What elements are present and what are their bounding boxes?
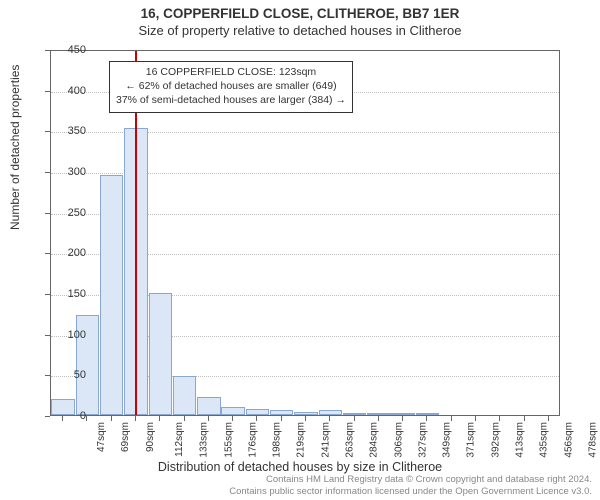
x-tick-mark	[451, 416, 452, 421]
histogram-bar	[221, 407, 244, 415]
x-tick-mark	[111, 416, 112, 421]
y-tick-label: 200	[46, 247, 86, 259]
x-tick-label: 176sqm	[247, 422, 258, 458]
x-tick-mark	[135, 416, 136, 421]
x-tick-label: 198sqm	[272, 422, 283, 458]
x-tick-label: 327sqm	[417, 422, 428, 458]
y-tick-label: 450	[46, 44, 86, 56]
chart-title-main: 16, COPPERFIELD CLOSE, CLITHEROE, BB7 1E…	[0, 6, 600, 21]
histogram-bar	[294, 412, 317, 415]
x-tick-mark	[305, 416, 306, 421]
x-tick-label: 306sqm	[393, 422, 404, 458]
x-tick-label: 371sqm	[466, 422, 477, 458]
y-tick-label: 300	[46, 166, 86, 178]
chart-title-block: 16, COPPERFIELD CLOSE, CLITHEROE, BB7 1E…	[0, 0, 600, 38]
histogram-bar	[270, 410, 293, 415]
x-tick-label: 241sqm	[320, 422, 331, 458]
footer-attribution: Contains HM Land Registry data © Crown c…	[229, 474, 592, 498]
footer-line-2: Contains public sector information licen…	[229, 486, 592, 498]
x-tick-mark	[208, 416, 209, 421]
x-tick-mark	[499, 416, 500, 421]
histogram-bar	[173, 376, 196, 415]
histogram-bar	[319, 410, 342, 415]
histogram-bar	[149, 293, 172, 415]
x-tick-label: 349sqm	[442, 422, 453, 458]
x-tick-label: 284sqm	[369, 422, 380, 458]
x-tick-label: 456sqm	[563, 422, 574, 458]
x-tick-label: 133sqm	[199, 422, 210, 458]
x-tick-label: 112sqm	[174, 422, 185, 457]
x-tick-label: 413sqm	[515, 422, 526, 458]
y-tick-label: 100	[46, 329, 86, 341]
histogram-bar	[197, 397, 220, 415]
annotation-box: 16 COPPERFIELD CLOSE: 123sqm← 62% of det…	[109, 61, 353, 113]
x-tick-label: 435sqm	[539, 422, 550, 458]
x-tick-label: 392sqm	[490, 422, 501, 458]
histogram-bar	[416, 413, 439, 415]
x-tick-label: 47sqm	[96, 422, 107, 452]
y-tick-label: 0	[46, 410, 86, 422]
x-tick-mark	[184, 416, 185, 421]
histogram-bar	[343, 413, 366, 415]
x-tick-mark	[256, 416, 257, 421]
x-tick-mark	[402, 416, 403, 421]
y-tick-label: 350	[46, 125, 86, 137]
x-axis-label: Distribution of detached houses by size …	[0, 460, 600, 474]
x-tick-label: 478sqm	[587, 422, 598, 458]
chart-area: 16 COPPERFIELD CLOSE: 123sqm← 62% of det…	[50, 50, 560, 416]
x-tick-label: 219sqm	[296, 422, 307, 458]
histogram-bar	[246, 409, 269, 416]
x-tick-mark	[329, 416, 330, 421]
y-tick-label: 400	[46, 85, 86, 97]
x-tick-mark	[524, 416, 525, 421]
x-tick-mark	[232, 416, 233, 421]
annotation-line-2: ← 62% of detached houses are smaller (64…	[116, 79, 346, 93]
histogram-bar	[367, 413, 390, 415]
chart-title-sub: Size of property relative to detached ho…	[0, 23, 600, 38]
x-tick-label: 90sqm	[145, 422, 156, 452]
histogram-bar	[100, 175, 123, 415]
footer-line-1: Contains HM Land Registry data © Crown c…	[229, 474, 592, 486]
x-tick-label: 263sqm	[345, 422, 356, 458]
histogram-bar	[391, 413, 414, 415]
y-axis-label: Number of detached properties	[8, 65, 22, 230]
x-tick-mark	[86, 416, 87, 421]
x-tick-mark	[426, 416, 427, 421]
x-tick-mark	[475, 416, 476, 421]
y-tick-label: 150	[46, 288, 86, 300]
x-tick-label: 155sqm	[223, 422, 234, 458]
y-tick-label: 50	[46, 369, 86, 381]
x-tick-label: 69sqm	[120, 422, 131, 452]
y-tick-label: 250	[46, 207, 86, 219]
plot-area: 16 COPPERFIELD CLOSE: 123sqm← 62% of det…	[50, 50, 560, 416]
annotation-line-1: 16 COPPERFIELD CLOSE: 123sqm	[116, 65, 346, 79]
x-tick-mark	[354, 416, 355, 421]
x-tick-mark	[378, 416, 379, 421]
x-tick-mark	[548, 416, 549, 421]
annotation-line-3: 37% of semi-detached houses are larger (…	[116, 93, 346, 107]
x-tick-mark	[159, 416, 160, 421]
x-tick-mark	[281, 416, 282, 421]
